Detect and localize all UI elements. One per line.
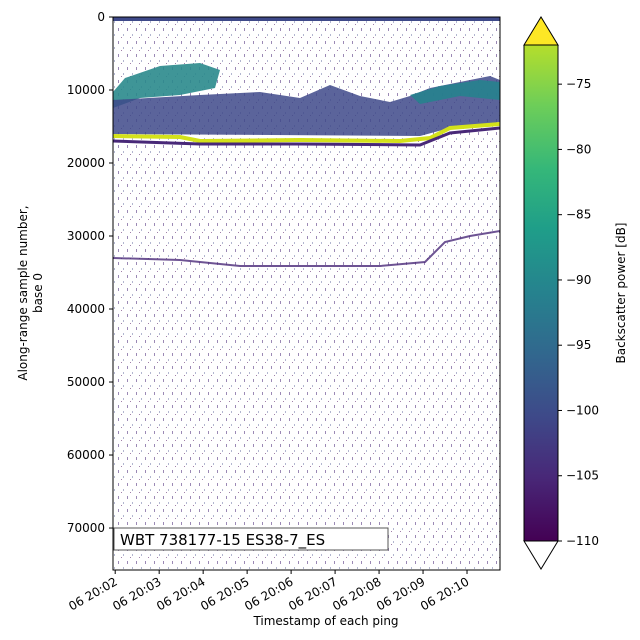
x-tick-label: 06 20:09 xyxy=(374,574,427,613)
y-tick-label: 30000 xyxy=(67,229,105,243)
y-tick-label: 60000 xyxy=(67,448,105,462)
y-tick-label: 10000 xyxy=(67,83,105,97)
colorbar-frame xyxy=(523,45,559,541)
plot-frame xyxy=(112,16,501,571)
y-tick-label: 50000 xyxy=(67,375,105,389)
y-axis-label: Along-range sample number, xyxy=(16,205,30,380)
x-tick-label: 06 20:07 xyxy=(286,574,339,613)
colorbar-gradient xyxy=(524,45,558,541)
x-tick-label: 06 20:03 xyxy=(110,574,163,613)
x-tick-label: 06 20:08 xyxy=(330,574,383,613)
x-tick-label: 06 20:06 xyxy=(242,574,295,613)
annotation: WBT 738177-15 ES38-7_ES xyxy=(120,531,325,550)
annotation-box: WBT 738177-15 ES38-7_ES xyxy=(113,527,389,551)
colorbar-tick-label: −75 xyxy=(566,77,591,91)
y-tick-label: 0 xyxy=(97,10,105,24)
annotation-frame xyxy=(113,527,389,551)
colorbar-over xyxy=(523,16,559,46)
y-tick-label: 40000 xyxy=(67,302,105,316)
x-tick-label: 06 20:05 xyxy=(198,574,251,613)
colorbar-label: Backscatter power [dB] xyxy=(614,223,628,364)
y-axis-label: base 0 xyxy=(31,273,45,313)
y-tick-label: 70000 xyxy=(67,521,105,535)
x-tick-label: 06 20:04 xyxy=(154,574,207,613)
colorbar-tick-label: −95 xyxy=(566,338,591,352)
colorbar-under xyxy=(523,540,559,570)
colorbar-tick-label: −85 xyxy=(566,208,591,222)
colorbar-tick-label: −90 xyxy=(566,273,591,287)
x-tick-label: 06 20:02 xyxy=(66,574,119,613)
colorbar-tick-label: −80 xyxy=(566,142,591,156)
colorbar-tick-label: −100 xyxy=(566,403,599,417)
y-tick-label: 20000 xyxy=(67,156,105,170)
colorbar-tick-label: −110 xyxy=(566,534,599,548)
x-tick-label: 06 20:10 xyxy=(418,574,471,613)
x-axis-label: Timestamp of each ping xyxy=(252,614,398,628)
colorbar-tick-label: −105 xyxy=(566,469,599,483)
echogram-image xyxy=(113,17,500,570)
